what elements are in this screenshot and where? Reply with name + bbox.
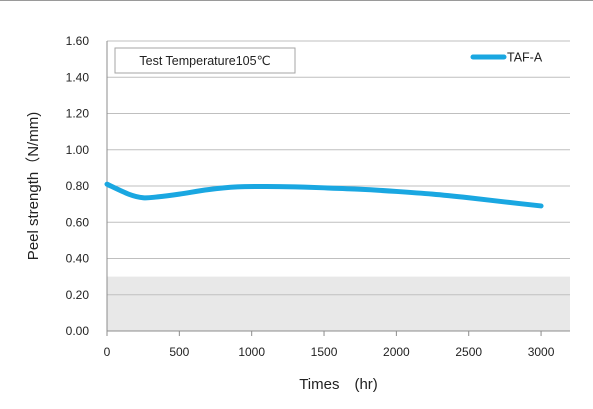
y-tick-label: 0.40 [66, 252, 90, 266]
y-tick-label: 0.20 [66, 288, 90, 302]
y-axis-title: Peel strength（N/mm) [25, 112, 42, 260]
x-tick-label: 1000 [238, 345, 265, 359]
x-axis-title: Times (hr) [299, 376, 378, 393]
y-tick-label: 1.40 [66, 70, 90, 84]
x-tick-label: 3000 [528, 345, 555, 359]
x-tick-label: 2500 [455, 345, 482, 359]
annotation-text: Test Temperature105℃ [139, 54, 270, 68]
x-tick-label: 0 [104, 345, 111, 359]
x-tick-label: 1500 [311, 345, 338, 359]
shaded-band [107, 277, 570, 331]
y-tick-label: 1.60 [66, 34, 90, 48]
legend-label: TAF-A [507, 51, 543, 65]
y-tick-label: 0.80 [66, 179, 90, 193]
series-line-0 [107, 184, 541, 206]
y-tick-label: 1.20 [66, 107, 90, 121]
x-tick-label: 2000 [383, 345, 410, 359]
y-tick-label: 0.00 [66, 324, 90, 338]
y-tick-label: 0.60 [66, 215, 90, 229]
x-tick-label: 500 [169, 345, 189, 359]
y-tick-label: 1.00 [66, 143, 90, 157]
